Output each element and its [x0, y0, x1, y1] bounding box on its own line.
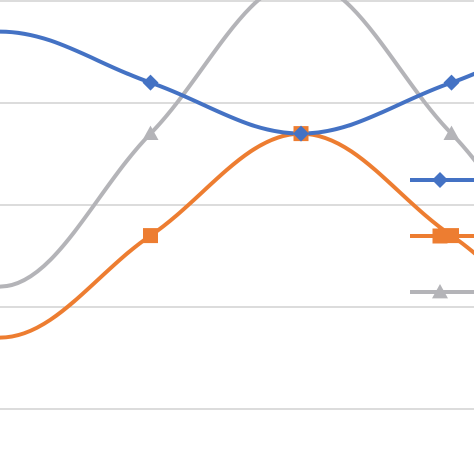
gridlines [0, 0, 474, 410]
legend-swatch-marker-2 [432, 284, 448, 299]
marker-diamond-1 [142, 74, 159, 91]
series-lines [0, 0, 474, 340]
series-line-triangle [0, 0, 474, 289]
series-markers [142, 74, 460, 244]
marker-square-1 [143, 228, 158, 244]
marker-diamond-2 [293, 125, 309, 142]
marker-triangle-3 [443, 125, 460, 140]
legend-swatch-marker-1 [432, 228, 448, 244]
legend-swatch-marker-0 [432, 172, 448, 188]
marker-triangle-1 [142, 125, 159, 140]
legend [410, 172, 474, 299]
marker-diamond-3 [443, 74, 460, 91]
series-line-diamond [0, 29, 474, 136]
